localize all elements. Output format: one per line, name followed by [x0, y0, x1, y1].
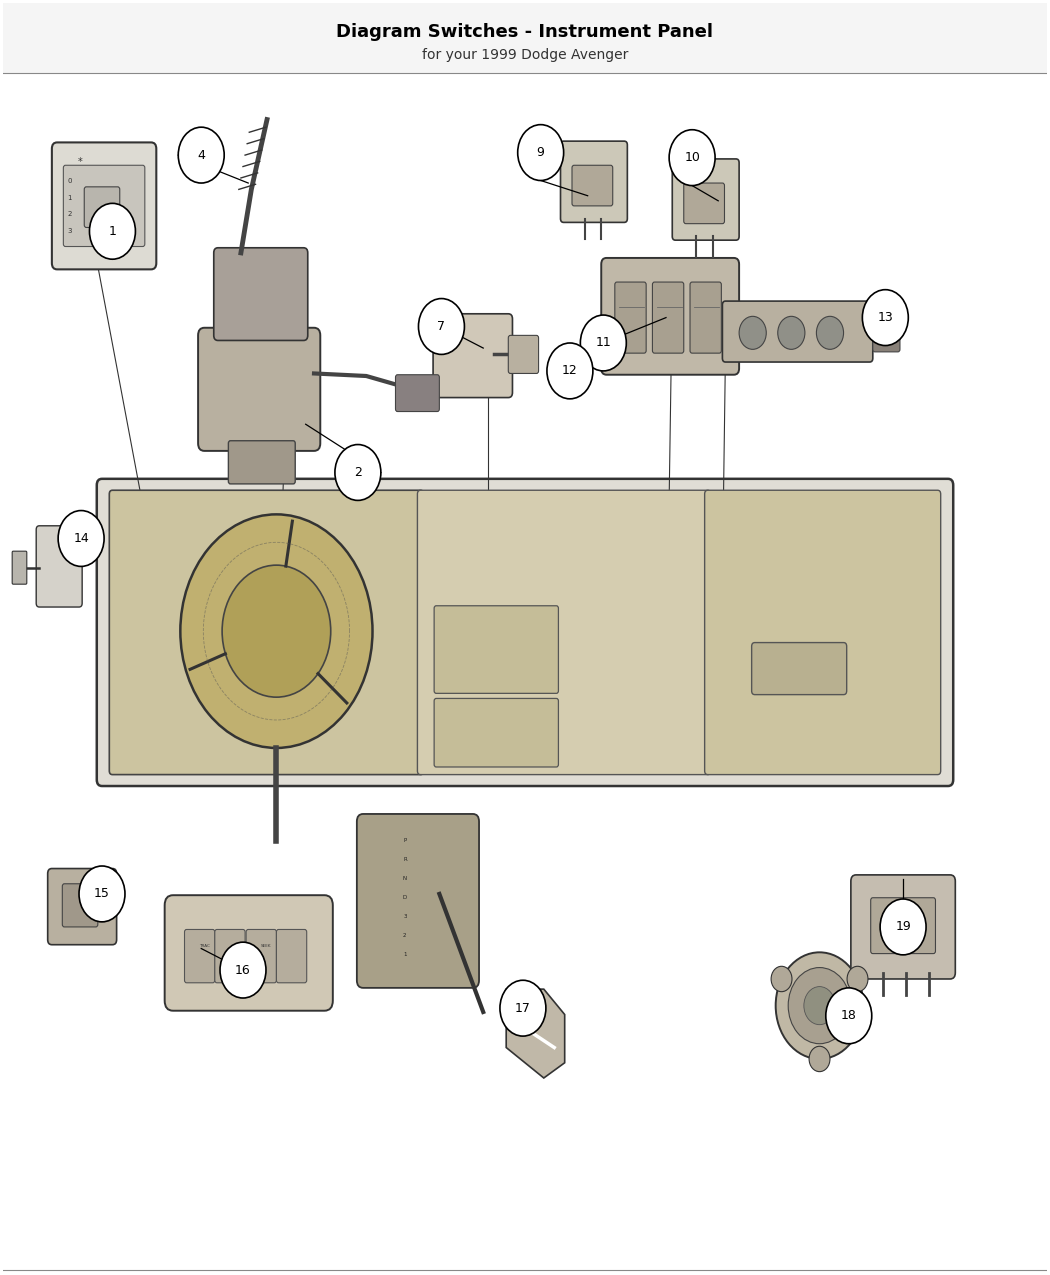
FancyBboxPatch shape [47, 868, 117, 945]
Text: 17: 17 [514, 1002, 531, 1015]
FancyBboxPatch shape [84, 187, 120, 227]
FancyBboxPatch shape [418, 491, 711, 775]
Text: 9: 9 [537, 147, 545, 159]
Text: 12: 12 [562, 365, 578, 377]
Circle shape [581, 315, 626, 371]
Circle shape [58, 510, 104, 566]
FancyBboxPatch shape [51, 143, 156, 269]
Text: 1: 1 [403, 952, 406, 958]
FancyBboxPatch shape [433, 314, 512, 398]
Circle shape [778, 316, 805, 349]
Text: 11: 11 [595, 337, 611, 349]
FancyBboxPatch shape [722, 301, 873, 362]
Text: 3: 3 [403, 914, 406, 919]
Text: 2: 2 [67, 212, 71, 217]
FancyBboxPatch shape [615, 282, 646, 353]
FancyBboxPatch shape [36, 525, 82, 607]
FancyBboxPatch shape [850, 875, 956, 979]
Text: 16: 16 [235, 964, 251, 977]
Text: 2: 2 [403, 933, 406, 938]
Text: 7: 7 [438, 320, 445, 333]
FancyBboxPatch shape [434, 606, 559, 694]
Circle shape [817, 316, 843, 349]
FancyBboxPatch shape [97, 479, 953, 785]
FancyBboxPatch shape [215, 929, 245, 983]
Polygon shape [506, 989, 565, 1077]
FancyBboxPatch shape [434, 699, 559, 768]
Text: 19: 19 [896, 921, 911, 933]
Text: 18: 18 [841, 1010, 857, 1023]
Text: 10: 10 [685, 152, 700, 164]
Circle shape [419, 298, 464, 354]
FancyBboxPatch shape [396, 375, 439, 412]
FancyBboxPatch shape [752, 643, 846, 695]
Circle shape [825, 988, 872, 1044]
Text: R: R [403, 857, 406, 862]
FancyBboxPatch shape [63, 166, 145, 246]
FancyBboxPatch shape [672, 159, 739, 240]
Circle shape [181, 514, 373, 748]
FancyBboxPatch shape [652, 282, 684, 353]
Circle shape [79, 866, 125, 922]
Text: N: N [403, 876, 407, 881]
Circle shape [178, 128, 225, 184]
FancyBboxPatch shape [873, 315, 900, 352]
FancyBboxPatch shape [185, 929, 215, 983]
Circle shape [220, 942, 266, 998]
FancyBboxPatch shape [276, 929, 307, 983]
FancyBboxPatch shape [198, 328, 320, 451]
FancyBboxPatch shape [602, 258, 739, 375]
Circle shape [880, 899, 926, 955]
FancyBboxPatch shape [561, 142, 627, 222]
FancyBboxPatch shape [62, 884, 98, 927]
Circle shape [739, 316, 766, 349]
Circle shape [89, 203, 135, 259]
Text: 3: 3 [67, 227, 72, 233]
Circle shape [862, 289, 908, 346]
Text: D: D [403, 895, 407, 900]
Circle shape [669, 130, 715, 186]
Text: P: P [403, 838, 406, 843]
FancyBboxPatch shape [13, 551, 27, 584]
FancyBboxPatch shape [246, 929, 276, 983]
Text: 1: 1 [67, 195, 72, 200]
Circle shape [847, 966, 868, 992]
FancyBboxPatch shape [705, 491, 941, 775]
Text: *: * [78, 157, 83, 167]
FancyBboxPatch shape [165, 895, 333, 1011]
Text: SEEK: SEEK [260, 944, 271, 949]
Text: 0: 0 [67, 179, 72, 184]
Circle shape [776, 952, 863, 1060]
Circle shape [804, 987, 835, 1025]
Circle shape [518, 125, 564, 181]
Circle shape [223, 565, 331, 697]
FancyBboxPatch shape [3, 3, 1047, 73]
Circle shape [500, 980, 546, 1037]
Text: TRAC: TRAC [198, 944, 210, 949]
Circle shape [771, 966, 792, 992]
FancyBboxPatch shape [690, 282, 721, 353]
FancyBboxPatch shape [684, 184, 724, 223]
FancyBboxPatch shape [109, 491, 424, 775]
FancyBboxPatch shape [508, 335, 539, 374]
Circle shape [547, 343, 593, 399]
Text: for your 1999 Dodge Avenger: for your 1999 Dodge Avenger [422, 48, 628, 61]
Circle shape [810, 1047, 830, 1072]
Text: 13: 13 [878, 311, 894, 324]
Text: 1: 1 [108, 224, 117, 237]
FancyBboxPatch shape [870, 898, 936, 954]
Text: 15: 15 [94, 887, 110, 900]
Text: 4: 4 [197, 149, 205, 162]
Circle shape [789, 968, 850, 1044]
Circle shape [335, 445, 381, 500]
FancyBboxPatch shape [357, 813, 479, 988]
Text: 2: 2 [354, 465, 362, 479]
FancyBboxPatch shape [214, 247, 308, 340]
Text: 14: 14 [74, 532, 89, 544]
FancyBboxPatch shape [229, 441, 295, 484]
Text: Diagram Switches - Instrument Panel: Diagram Switches - Instrument Panel [336, 23, 714, 41]
FancyBboxPatch shape [572, 166, 613, 205]
